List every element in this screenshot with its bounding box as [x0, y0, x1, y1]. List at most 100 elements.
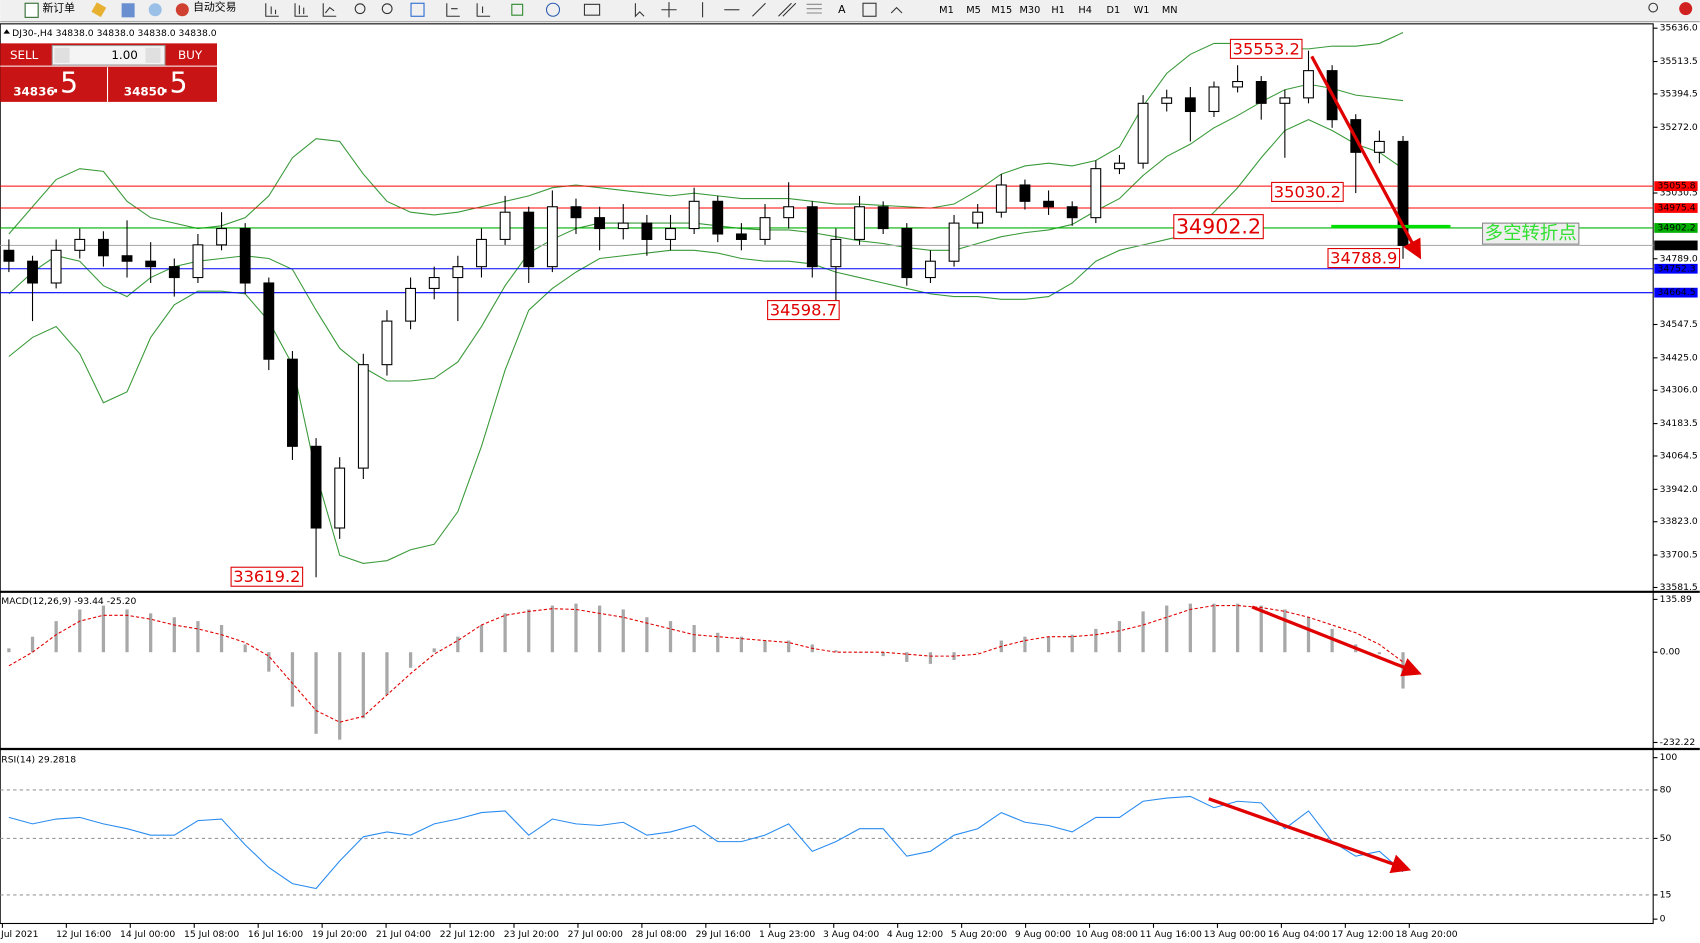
candle-body: [712, 200, 724, 235]
buy-button[interactable]: BUY: [178, 48, 203, 62]
candle-body: [121, 255, 133, 262]
candle-icon[interactable]: [294, 3, 309, 17]
templates-icon[interactable]: [583, 3, 601, 16]
scroll-icon[interactable]: [446, 3, 460, 17]
timeframe-button[interactable]: M30: [1020, 5, 1041, 16]
buy-price-pips[interactable]: .5: [161, 67, 188, 100]
cursor-icon[interactable]: [634, 3, 645, 18]
zoom-out-icon[interactable]: [381, 3, 393, 15]
candle-body: [428, 277, 440, 289]
sell-button[interactable]: SELL: [10, 48, 39, 62]
trendline-icon[interactable]: [752, 2, 766, 17]
lot-up[interactable]: [145, 47, 161, 63]
timeframe-button[interactable]: M5: [966, 5, 981, 16]
crosshair-icon[interactable]: [661, 2, 677, 18]
x-tick-label: 19 Jul 20:00: [312, 929, 367, 940]
zoom-in-icon[interactable]: [354, 3, 366, 15]
periods-icon[interactable]: [545, 2, 561, 17]
macd-bar: [78, 609, 82, 653]
text-tool[interactable]: A: [838, 3, 846, 16]
timeframe-button[interactable]: H1: [1051, 5, 1065, 16]
y-tick-label: 33942.0: [1660, 484, 1698, 495]
candle-body: [1279, 97, 1291, 104]
search-icon[interactable]: [1648, 2, 1659, 13]
experts-icon[interactable]: [91, 2, 107, 18]
toolbar: [0, 0, 1700, 22]
candle-body: [1066, 206, 1078, 219]
macd-bar: [219, 625, 224, 653]
macd-bar: [54, 621, 58, 653]
price-level-tag: [1654, 263, 1698, 274]
macd-bar: [196, 621, 200, 653]
candle-body: [995, 184, 1007, 213]
y-tick-label: 50: [1660, 833, 1672, 844]
indicators-icon[interactable]: [511, 3, 524, 16]
candle-body: [97, 238, 109, 257]
x-tick-label: 16 Aug 04:00: [1268, 929, 1330, 940]
candle-body: [334, 467, 346, 529]
alert-icon[interactable]: [1679, 2, 1693, 16]
new-order-icon[interactable]: [24, 2, 39, 18]
label-icon[interactable]: [862, 2, 877, 17]
y-tick-label: 34789.0: [1660, 253, 1698, 264]
fibo-icon[interactable]: [806, 3, 822, 14]
tile-icon[interactable]: [410, 2, 425, 17]
macd-bar: [550, 605, 554, 653]
macd-bar: [976, 652, 980, 653]
y-tick-label: 34425.0: [1660, 352, 1698, 363]
timeframe-button[interactable]: M15: [991, 5, 1012, 16]
navigator-icon[interactable]: [121, 3, 135, 18]
timeframe-button[interactable]: H4: [1078, 5, 1092, 16]
candle-body: [806, 206, 818, 268]
lot-field[interactable]: [51, 44, 166, 66]
timeframe-button[interactable]: W1: [1134, 5, 1150, 16]
lot-down[interactable]: [54, 47, 70, 63]
macd-bar: [1235, 603, 1240, 653]
auto-trade-icon[interactable]: [175, 3, 189, 17]
new-order-button[interactable]: 新订单: [42, 1, 75, 15]
shift-icon[interactable]: [476, 3, 491, 17]
macd-signal: [8, 605, 1404, 723]
annotation-box: [230, 566, 304, 587]
candle-body: [3, 249, 15, 262]
macd-bar: [834, 650, 838, 653]
candle-body: [405, 287, 417, 322]
y-tick-label: 135.89: [1660, 594, 1692, 605]
signals-icon[interactable]: [148, 3, 162, 17]
lot-size[interactable]: 1.00: [111, 48, 138, 62]
candle-body: [216, 228, 227, 246]
macd-bar: [527, 609, 531, 653]
macd-bar: [1259, 605, 1263, 653]
candle-body: [476, 238, 487, 268]
auto-trade-button[interactable]: 自动交易: [193, 0, 236, 14]
candle-body: [1137, 102, 1149, 164]
sell-price[interactable]: 34836: [13, 85, 54, 99]
channel-icon[interactable]: [778, 2, 797, 17]
x-tick-label: 9 Aug 00:00: [1015, 929, 1071, 940]
line-chart-icon[interactable]: [322, 3, 337, 17]
candle-body: [641, 222, 653, 240]
timeframe-button[interactable]: MN: [1162, 5, 1178, 16]
timeframe-button[interactable]: D1: [1107, 5, 1121, 16]
macd-bar: [1377, 652, 1382, 655]
candle-body: [972, 211, 984, 224]
macd-bar: [1046, 636, 1051, 653]
y-tick-label: 80: [1660, 784, 1672, 795]
y-tick-label: 33581.5: [1660, 582, 1698, 593]
x-tick-label: 17 Aug 12:00: [1332, 929, 1394, 940]
sell-price-pips[interactable]: .5: [51, 67, 78, 100]
bollinger-lower: [8, 119, 1404, 564]
bar-chart-icon[interactable]: [265, 3, 279, 17]
macd-bar: [928, 652, 933, 664]
x-tick-label: 10 Aug 08:00: [1076, 929, 1138, 940]
candle-body: [1373, 140, 1385, 153]
candle-body: [310, 445, 322, 529]
macd-bar: [1094, 628, 1098, 653]
timeframe-button[interactable]: M1: [939, 5, 954, 16]
arrows-icon[interactable]: [890, 6, 903, 14]
annotation-box: [1481, 222, 1580, 245]
candle-body: [27, 260, 38, 284]
candle-body: [1090, 168, 1102, 219]
chart-menu-arrow[interactable]: [3, 29, 10, 34]
buy-price[interactable]: 34850: [124, 85, 165, 99]
